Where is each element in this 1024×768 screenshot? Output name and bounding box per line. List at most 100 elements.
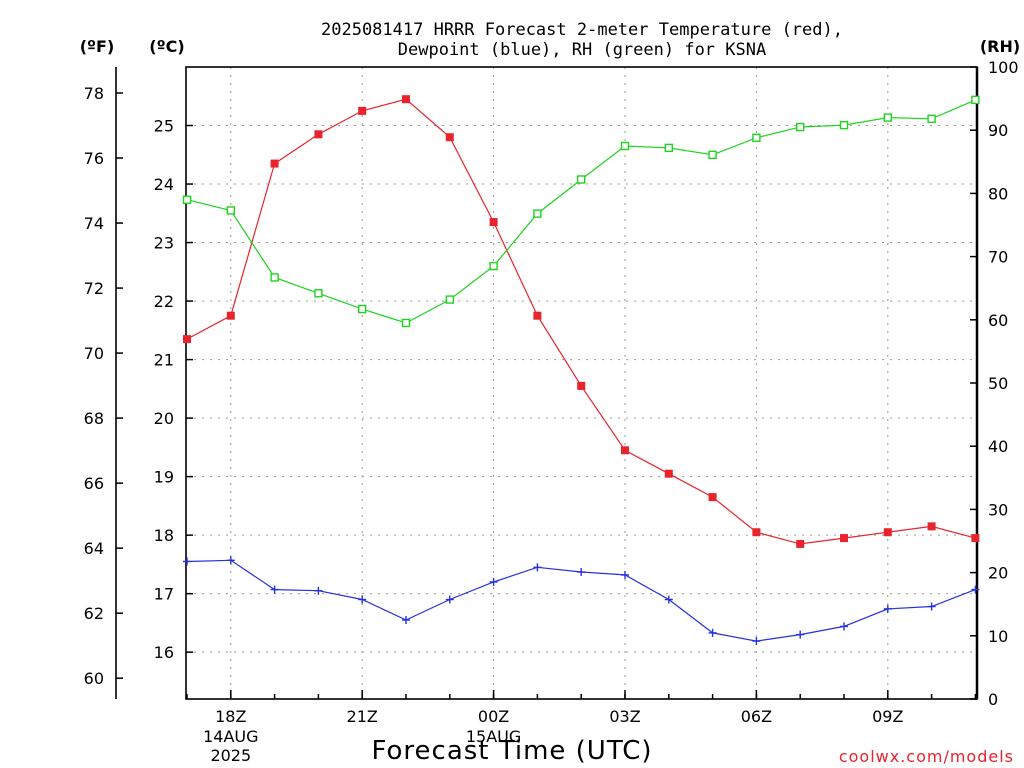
temperature-point [270, 159, 279, 168]
dewpoint-point [358, 595, 367, 604]
dewpoint-point [883, 604, 892, 613]
celsius-tick-label: 25 [154, 117, 174, 136]
dewpoint-point [971, 585, 980, 594]
temperature-point [402, 95, 410, 104]
rh-point [839, 120, 849, 130]
rh-line [186, 99, 976, 324]
temperature-point [664, 469, 673, 478]
celsius-tick-label: 20 [154, 409, 174, 428]
fahrenheit-unit-label: (ºF) [80, 37, 115, 56]
dewpoint-point [927, 602, 936, 611]
rh-tick-label: 70 [988, 248, 1008, 267]
x-tick-date: 15AUG [466, 727, 521, 746]
x-tick-label: 00Z [478, 707, 509, 726]
temperature-point [445, 133, 454, 142]
fahrenheit-tick-label: 70 [84, 344, 104, 363]
celsius-tick-label: 24 [154, 175, 174, 194]
celsius-tick-label: 18 [154, 526, 174, 545]
celsius-unit-label: (ºC) [149, 37, 184, 56]
x-tick-label: 03Z [609, 707, 640, 726]
dewpoint-point [577, 568, 586, 577]
dewpoint-point [533, 563, 542, 572]
rh-point [883, 113, 892, 122]
rh-point [401, 318, 411, 328]
temperature-point [577, 381, 586, 390]
rh-point [226, 206, 236, 215]
dewpoint-point [796, 630, 805, 639]
rh-point [533, 209, 542, 218]
rh-point [664, 143, 673, 153]
celsius-tick-label: 23 [154, 234, 174, 253]
temperature-point [183, 335, 191, 344]
x-tick-year: 2025 [210, 746, 251, 765]
rh-point [752, 133, 761, 142]
temperature-point [971, 534, 980, 543]
dewpoint-point [708, 628, 717, 637]
rh-point [182, 195, 192, 204]
dewpoint-point [840, 622, 848, 631]
temperature-point [226, 311, 235, 320]
dewpoint-point [664, 595, 673, 604]
dewpoint-point [314, 586, 323, 595]
x-tick-date: 14AUG [203, 727, 258, 746]
fahrenheit-tick-label: 60 [84, 669, 104, 688]
dewpoint-point [445, 595, 454, 604]
temperature-point [883, 528, 892, 537]
x-tick-label: 21Z [347, 707, 378, 726]
dewpoint-point [226, 556, 235, 565]
rh-point [620, 141, 630, 151]
rh-point [708, 150, 717, 160]
rh-point [358, 304, 367, 314]
fahrenheit-tick-label: 62 [84, 604, 104, 623]
rh-point [796, 122, 805, 132]
dewpoint-point [621, 570, 629, 579]
rh-tick-label: 20 [988, 564, 1008, 583]
temperature-point [314, 130, 323, 139]
x-tick-label: 09Z [872, 707, 903, 726]
dewpoint-point [270, 585, 279, 594]
rh-point [270, 273, 279, 282]
dewpoint-point [752, 637, 761, 646]
temperature-point [708, 493, 717, 502]
x-tick-label: 18Z [215, 707, 246, 726]
temperature-point [533, 311, 542, 320]
rh-tick-label: 90 [988, 121, 1008, 140]
temperature-point [752, 528, 761, 537]
rh-point [971, 95, 980, 105]
temperature-point [840, 534, 848, 543]
celsius-tick-label: 17 [154, 585, 174, 604]
rh-tick-label: 100 [988, 58, 1019, 77]
rh-tick-label: 30 [988, 500, 1008, 519]
temperature-point [927, 522, 936, 531]
temperature-point [489, 218, 498, 227]
rh-point [927, 114, 936, 124]
fahrenheit-tick-label: 66 [84, 474, 104, 493]
dewpoint-point [183, 557, 191, 566]
temperature-point [358, 106, 367, 115]
x-axis-title: Forecast Time (UTC) [371, 736, 652, 766]
celsius-tick-label: 21 [154, 351, 174, 370]
rh-point [445, 295, 454, 304]
celsius-tick-label: 22 [154, 292, 174, 311]
rh-point [489, 261, 498, 271]
dewpoint-point [402, 616, 410, 624]
rh-tick-label: 60 [988, 311, 1008, 330]
chart-title-line2: Dewpoint (blue), RH (green) for KSNA [398, 40, 766, 60]
temperature-point [621, 446, 629, 455]
gridlines [186, 67, 977, 699]
fahrenheit-tick-label: 78 [84, 84, 104, 103]
fahrenheit-tick-label: 74 [84, 214, 104, 233]
rh-tick-label: 80 [988, 184, 1008, 203]
chart-title-line1: 2025081417 HRRR Forecast 2-meter Tempera… [321, 20, 843, 40]
fahrenheit-tick-label: 68 [84, 409, 104, 428]
rh-unit-label: (RH) [980, 37, 1020, 56]
celsius-tick-label: 16 [154, 643, 174, 662]
source-credit: coolwx.com/models [839, 747, 1014, 766]
fahrenheit-tick-label: 72 [84, 279, 104, 298]
temperature-point [796, 539, 805, 548]
rh-point [577, 175, 586, 184]
rh-tick-label: 50 [988, 374, 1008, 393]
axes: 60 62 64 66 68 70 72 74 76 78 16 17 18 19 20 21 22 23 24 25… [84, 58, 1019, 765]
rh-tick-label: 0 [988, 690, 998, 709]
